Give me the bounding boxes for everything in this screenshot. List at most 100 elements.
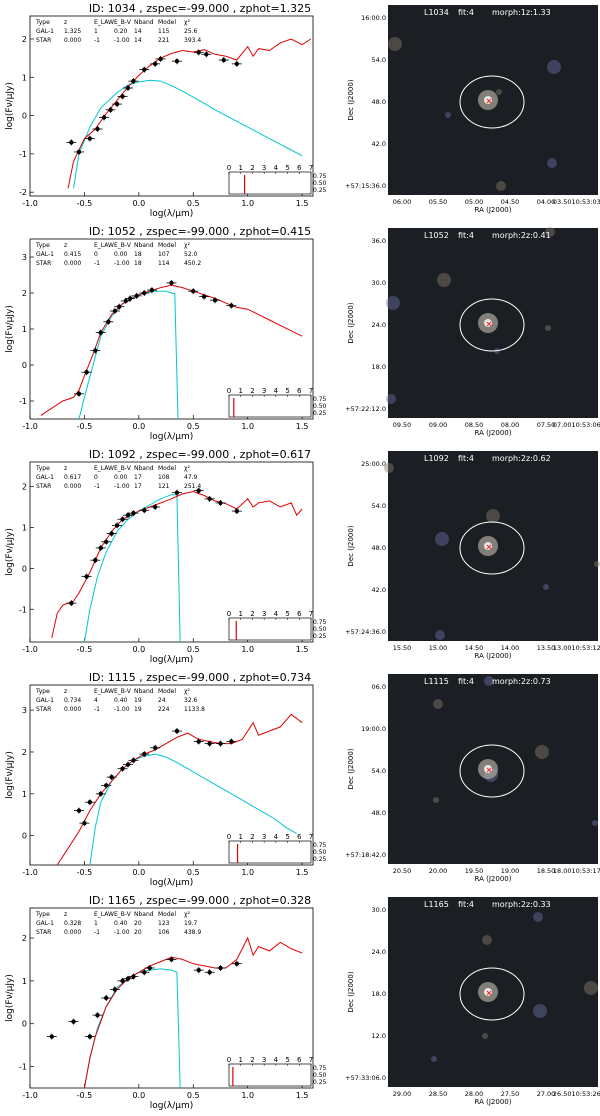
table-header-cell: Type bbox=[35, 19, 50, 26]
sed-xtick-label: 0.5 bbox=[187, 645, 200, 654]
photometry-point bbox=[174, 58, 180, 64]
sed-xtick-label: 1.0 bbox=[241, 645, 254, 654]
photometry-point bbox=[207, 496, 212, 502]
dec-tick-label: 06.0 bbox=[372, 683, 386, 691]
photometry-point bbox=[93, 348, 98, 353]
source-panel: ID: 1165 , zspec=-99.000 , zphot=0.328 -1… bbox=[5, 894, 600, 1111]
pdz-xtick-label: 4 bbox=[274, 1056, 279, 1064]
photometry-point bbox=[152, 504, 158, 510]
photometry-point bbox=[207, 741, 212, 746]
table-header-cell: Nband bbox=[134, 911, 154, 918]
table-header-cell: Nband bbox=[134, 688, 154, 695]
sed-ytick-label: 0 bbox=[22, 564, 27, 573]
photometry-point bbox=[76, 391, 82, 396]
ra-tick-label: 09.50 bbox=[393, 421, 412, 429]
photometry-point bbox=[114, 101, 120, 107]
dec-tick-label: 16:00.0 bbox=[361, 14, 386, 22]
dec-tick-label: 24.0 bbox=[372, 948, 386, 956]
source-panel: ID: 1092 , zspec=-99.000 , zphot=0.617 -1… bbox=[5, 448, 600, 665]
table-cell: 1133.8 bbox=[184, 706, 205, 713]
dec-axis-label: Dec (J2000) bbox=[347, 525, 355, 566]
ra-tick-label: 07.0010:53:06.50 bbox=[553, 421, 600, 429]
sed-ytick-label: 1 bbox=[22, 73, 27, 82]
sed-title: ID: 1165 , zspec=-99.000 , zphot=0.328 bbox=[89, 894, 311, 907]
table-header-cell: Nband bbox=[134, 242, 154, 249]
table-header-cell: E_B-V bbox=[114, 242, 132, 249]
table-header-cell: z bbox=[64, 465, 67, 472]
source-panel: ID: 1052 , zspec=-99.000 , zphot=0.415 -1… bbox=[5, 225, 600, 442]
photometry-point bbox=[103, 539, 109, 544]
sed-xtick-label: 0.0 bbox=[132, 645, 145, 654]
background-source bbox=[535, 745, 549, 759]
table-cell: 1 bbox=[94, 28, 98, 35]
pdz-ytick-label: 0.25 bbox=[313, 633, 327, 640]
photometry-point bbox=[109, 774, 114, 780]
table-cell: -1 bbox=[94, 260, 100, 267]
sed-xtick-label: 0.0 bbox=[132, 422, 145, 431]
table-header-cell: z bbox=[64, 911, 67, 918]
galaxy-model-line bbox=[56, 713, 303, 865]
pdz-xtick-label: 6 bbox=[297, 387, 302, 395]
photometry-point bbox=[87, 1034, 93, 1039]
table-cell: STAR bbox=[36, 260, 51, 267]
table-cell: 19 bbox=[134, 706, 142, 713]
photometry-point bbox=[201, 294, 207, 299]
photometry-point bbox=[98, 791, 103, 797]
pdz-xtick-label: 6 bbox=[297, 610, 302, 618]
pdz-xtick-label: 4 bbox=[274, 164, 279, 172]
table-header-cell: χ² bbox=[184, 19, 190, 26]
photometry-point bbox=[196, 50, 201, 55]
pdz-ytick-label: 0.75 bbox=[313, 173, 327, 180]
table-cell: -1 bbox=[94, 483, 100, 490]
table-cell: -1.00 bbox=[114, 260, 130, 267]
detection-contour bbox=[459, 75, 525, 129]
table-header-cell: Type bbox=[35, 465, 50, 472]
ra-tick-label: 28.00 bbox=[465, 1090, 484, 1098]
ra-axis-label: RA (J2000) bbox=[475, 652, 512, 660]
pdz-xtick-label: 5 bbox=[285, 387, 289, 395]
photometry-point bbox=[84, 574, 89, 579]
photometry-point bbox=[109, 531, 114, 536]
background-source bbox=[482, 935, 492, 945]
sed-xtick-label: 0.5 bbox=[187, 422, 200, 431]
dec-tick-label: 24.0 bbox=[372, 321, 386, 329]
photometry-point bbox=[120, 94, 125, 99]
sed-plot-content bbox=[51, 487, 303, 642]
photometry-point bbox=[218, 965, 223, 971]
photometry-point bbox=[84, 370, 89, 375]
table-cell: 108 bbox=[158, 474, 170, 481]
sed-xtick-label: -0.5 bbox=[77, 645, 93, 654]
image-label: L1165 bbox=[424, 900, 449, 909]
galaxy-model-line bbox=[51, 490, 303, 639]
table-header-cell: Type bbox=[35, 688, 50, 695]
sed-xtick-label: -0.5 bbox=[77, 868, 93, 877]
pdz-xtick-label: 3 bbox=[262, 164, 266, 172]
table-cell: 438.9 bbox=[184, 929, 201, 936]
ra-tick-label: 18.0010:53:17.50 bbox=[553, 867, 600, 875]
ra-tick-label: 18.50 bbox=[537, 867, 556, 875]
ra-tick-label: 27.00 bbox=[537, 1090, 556, 1098]
image-label: z:0.62 bbox=[526, 454, 551, 463]
table-cell: 20 bbox=[134, 920, 142, 927]
photometry-point bbox=[169, 957, 174, 962]
sed-ylabel: log(Fν/μJy) bbox=[5, 305, 15, 353]
sed-xlabel: log(λ/μm) bbox=[150, 655, 194, 665]
background-source bbox=[435, 532, 449, 546]
table-cell: 221 bbox=[158, 37, 170, 44]
pdz-ytick-label: 0.75 bbox=[313, 619, 327, 626]
pdz-xtick-label: 1 bbox=[238, 387, 242, 395]
photometry-point bbox=[191, 289, 196, 294]
photometry-point bbox=[131, 510, 136, 516]
dec-axis-label: Dec (J2000) bbox=[347, 79, 355, 120]
table-cell: STAR bbox=[36, 37, 51, 44]
table-cell: 0.000 bbox=[64, 483, 81, 490]
ra-tick-label: 06.00 bbox=[393, 198, 412, 206]
dec-tick-label: 18.0 bbox=[372, 363, 386, 371]
source-panel: ID: 1034 , zspec=-99.000 , zphot=1.325 -1… bbox=[5, 2, 600, 219]
photometry-point bbox=[123, 298, 128, 304]
sed-ytick-label: 2 bbox=[22, 748, 27, 757]
sed-xtick-label: 1.0 bbox=[241, 868, 254, 877]
background-source bbox=[592, 820, 598, 826]
ra-tick-label: 04.50 bbox=[501, 198, 520, 206]
photometry-point bbox=[112, 308, 118, 314]
